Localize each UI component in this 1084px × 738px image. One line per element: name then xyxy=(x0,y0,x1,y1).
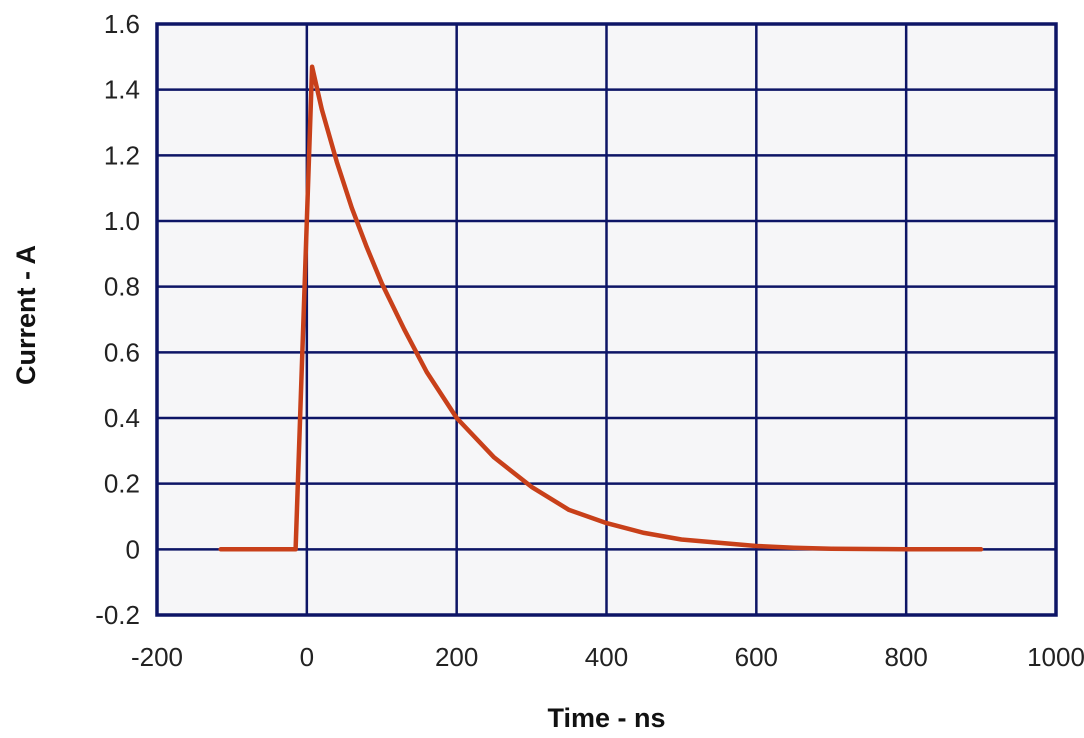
y-tick-label: 0.4 xyxy=(104,403,140,433)
x-tick-label: -200 xyxy=(131,642,183,672)
plot-frame xyxy=(155,22,1058,617)
series-line-0 xyxy=(218,64,984,552)
x-tick-label: 1000 xyxy=(1027,642,1084,672)
y-tick-label: 0 xyxy=(126,534,140,564)
series-group xyxy=(218,64,984,552)
x-tick-label: 400 xyxy=(585,642,628,672)
y-tick-label: 1.0 xyxy=(104,206,140,236)
x-tick-label: 0 xyxy=(300,642,314,672)
x-tick-label: 200 xyxy=(435,642,478,672)
y-tick-label: 1.2 xyxy=(104,140,140,170)
y-tick-label: 0.8 xyxy=(104,272,140,302)
y-tick-label: 0.6 xyxy=(104,337,140,367)
y-tick-label: 0.2 xyxy=(104,469,140,499)
y-axis-title: Current - A xyxy=(11,245,41,385)
x-axis-title: Time - ns xyxy=(547,703,665,733)
x-tick-label: 800 xyxy=(884,642,927,672)
y-tick-label: -0.2 xyxy=(95,600,140,630)
y-tick-label: 1.6 xyxy=(104,9,140,39)
tick-labels: -200 0 200 400 600 800 1000 -0.2 0 0.2 0.4 0.6 0.8 1.… xyxy=(95,9,1084,672)
x-tick-label: 600 xyxy=(735,642,778,672)
y-tick-label: 1.4 xyxy=(104,75,140,105)
